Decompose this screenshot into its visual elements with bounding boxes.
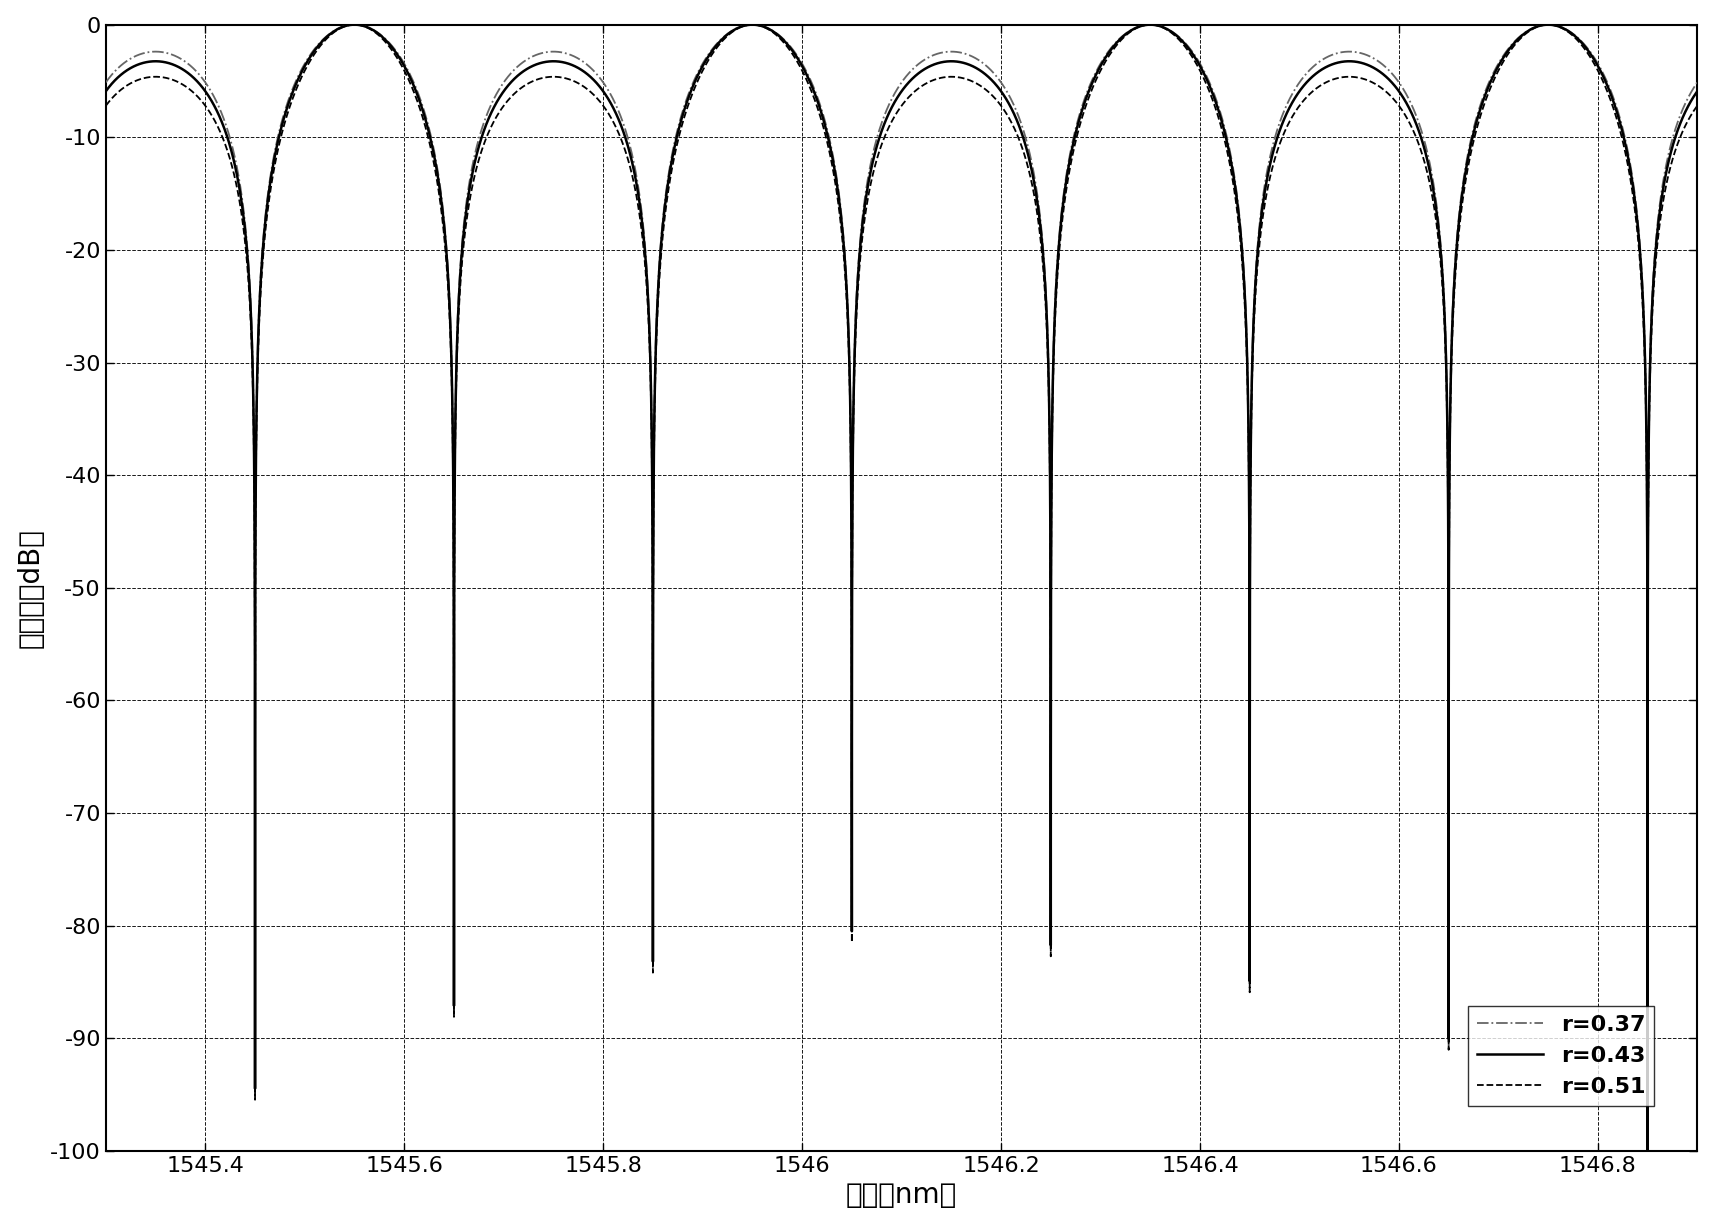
- r=0.51: [290, 71, 310, 86]
- r=0.43: [1109, 32, 1130, 47]
- Line: r=0.37: r=0.37: [106, 25, 1697, 1151]
- r=0.37: [1109, 32, 1130, 47]
- r=0.37: [934, 45, 955, 60]
- X-axis label: 波长（nm）: 波长（nm）: [847, 1182, 956, 1209]
- r=0.43: [1687, 83, 1707, 98]
- Legend: r=0.37, r=0.43, r=0.51: r=0.37, r=0.43, r=0.51: [1467, 1007, 1654, 1106]
- r=0.43: [1609, 115, 1630, 130]
- r=0.37: [132, 47, 153, 61]
- r=0.37: [1537, 17, 1558, 32]
- r=0.43: [1537, 17, 1558, 32]
- r=0.43: [1637, 1144, 1657, 1159]
- r=0.43: [96, 83, 117, 98]
- r=0.51: [1537, 17, 1558, 32]
- r=0.51: [1109, 34, 1130, 49]
- r=0.43: [290, 66, 310, 81]
- r=0.37: [290, 64, 310, 78]
- Y-axis label: 透过率（dB）: 透过率（dB）: [17, 528, 45, 647]
- Line: r=0.51: r=0.51: [106, 25, 1697, 1151]
- r=0.37: [1537, 17, 1558, 32]
- r=0.51: [1687, 98, 1707, 113]
- r=0.51: [1537, 17, 1558, 32]
- r=0.51: [1637, 1144, 1657, 1159]
- r=0.51: [96, 98, 117, 113]
- r=0.37: [1609, 112, 1630, 126]
- r=0.43: [132, 56, 153, 71]
- r=0.43: [1537, 17, 1558, 32]
- r=0.37: [96, 75, 117, 89]
- r=0.51: [1609, 124, 1630, 139]
- Line: r=0.43: r=0.43: [106, 25, 1697, 1151]
- r=0.37: [1687, 75, 1707, 89]
- r=0.51: [132, 71, 153, 86]
- r=0.43: [934, 54, 955, 69]
- r=0.51: [934, 70, 955, 85]
- r=0.37: [1637, 1144, 1657, 1159]
